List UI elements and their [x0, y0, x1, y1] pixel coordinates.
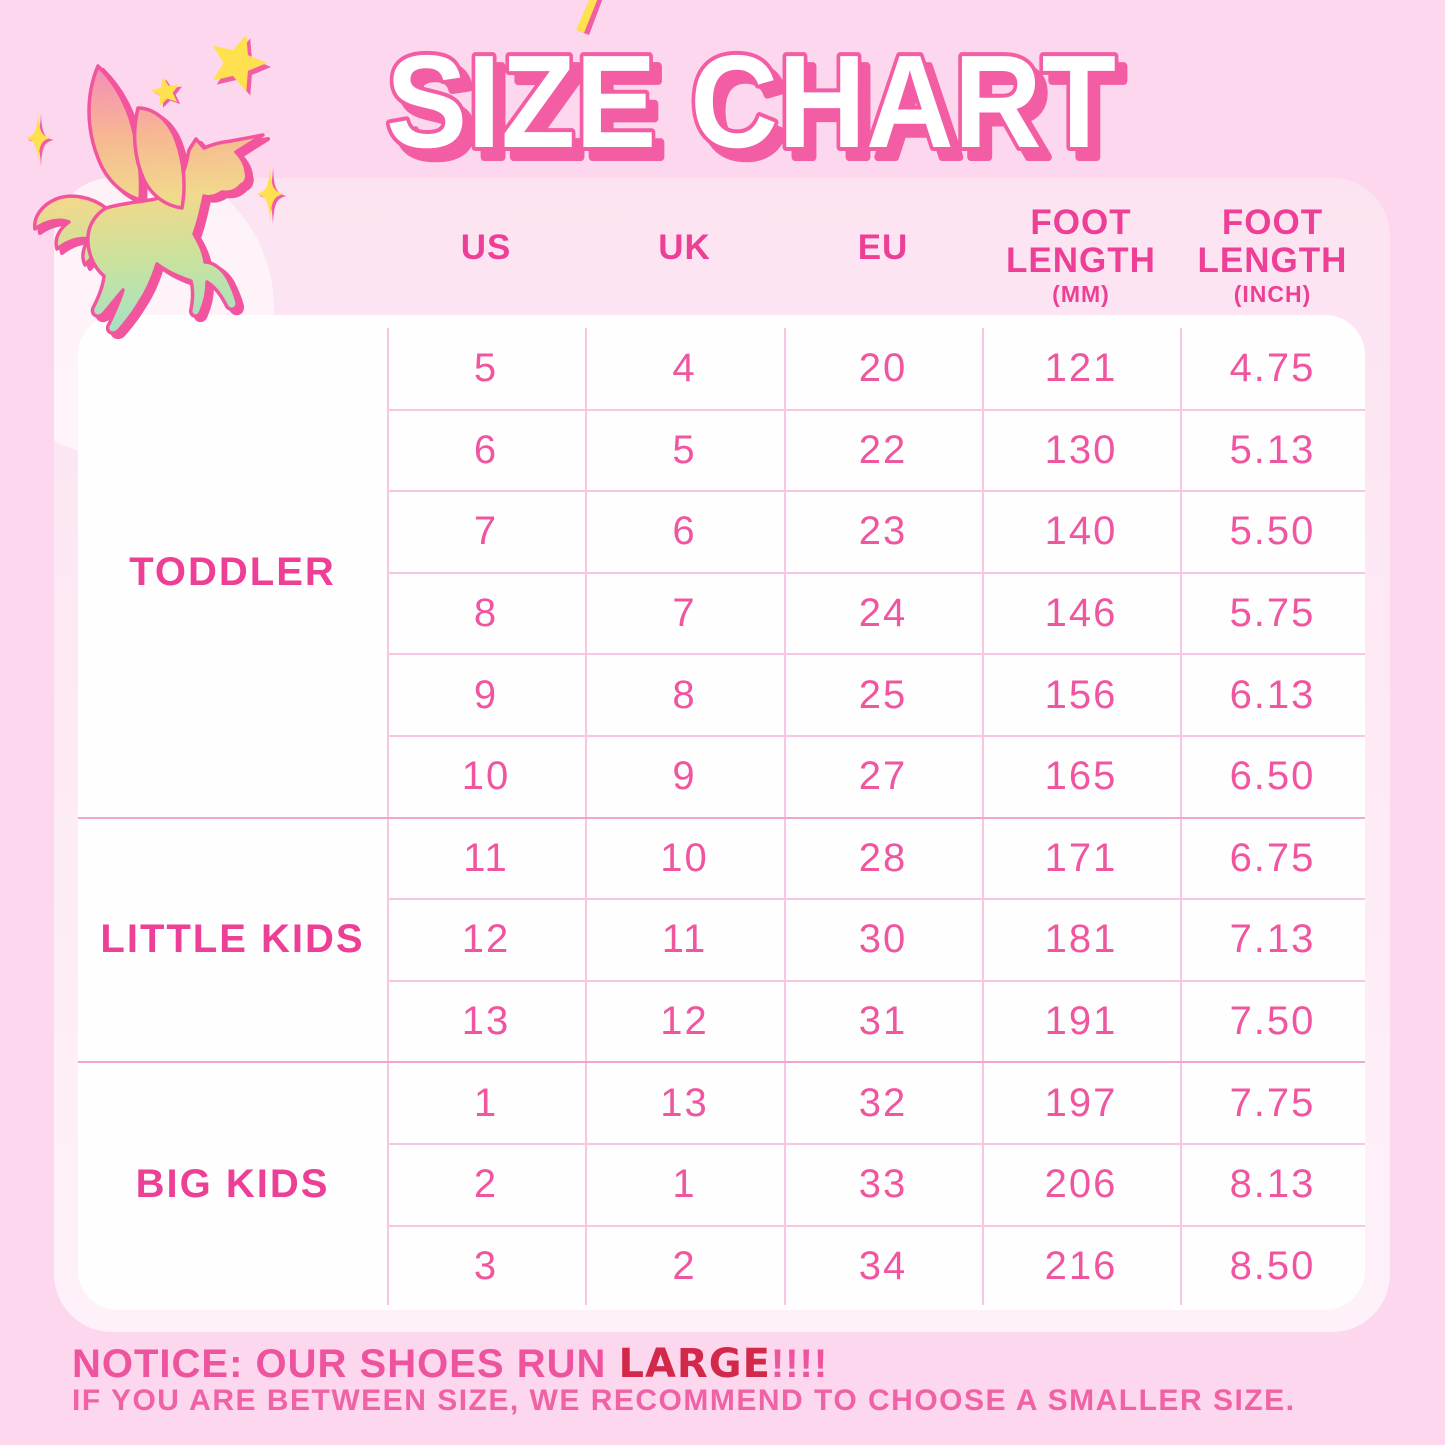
size-cell: 140	[1044, 509, 1118, 554]
size-cell: 24	[858, 591, 908, 636]
size-cell: 5	[672, 427, 697, 472]
column-header-unit: (INCH)	[1233, 280, 1312, 307]
size-cell: 7.50	[1229, 999, 1316, 1044]
size-cell: 216	[1044, 1243, 1118, 1288]
size-cell: 5	[473, 346, 499, 391]
size-cell: 191	[1044, 999, 1118, 1044]
column-header-word: FOOT	[1221, 203, 1324, 243]
size-cell: 6.50	[1229, 754, 1316, 799]
table-row-divider	[387, 490, 1365, 493]
column-header-word: US	[460, 227, 512, 267]
size-cell: 13	[660, 1080, 709, 1125]
notice-line-1: NOTICE: OUR SHOES RUN LARGE!!!!	[72, 1341, 828, 1387]
row-group-label: BIG KIDS	[135, 1162, 330, 1207]
size-cell: 11	[661, 917, 708, 962]
size-cell: 5.75	[1229, 591, 1316, 636]
column-header-us: US	[387, 186, 585, 312]
size-cell: 32	[858, 1080, 908, 1125]
table-row-divider	[387, 653, 1365, 656]
size-cell: 7.75	[1229, 1080, 1316, 1125]
size-cell: 8	[473, 591, 499, 636]
table-row-divider	[387, 571, 1365, 574]
size-cell: 121	[1044, 346, 1118, 391]
table-row-divider	[387, 1224, 1365, 1227]
size-cell: 5.13	[1229, 427, 1316, 472]
column-header-word: LENGTH	[1006, 240, 1156, 280]
group-divider	[78, 816, 1365, 819]
size-cell: 25	[858, 672, 908, 717]
row-group-label: LITTLE KIDS	[100, 917, 365, 962]
size-cell: 197	[1044, 1080, 1118, 1125]
size-cell: 171	[1044, 835, 1118, 880]
size-cell: 31	[858, 999, 908, 1044]
size-cell: 4	[672, 346, 697, 391]
size-cell: 20	[858, 346, 908, 391]
column-header-unit: (MM)	[1052, 280, 1110, 307]
size-cell: 4.75	[1229, 346, 1316, 391]
size-cell: 146	[1044, 591, 1118, 636]
size-cell: 2	[672, 1243, 697, 1288]
size-cell: 6.13	[1229, 672, 1316, 717]
table-row-divider	[387, 1143, 1365, 1145]
size-cell: 30	[858, 917, 908, 962]
size-cell: 181	[1044, 917, 1118, 962]
size-cell: 12	[660, 999, 709, 1044]
size-cell: 9	[473, 672, 499, 717]
size-cell: 12	[461, 917, 511, 962]
group-divider	[78, 1061, 1365, 1064]
table-row-divider	[387, 735, 1365, 737]
column-header-inch: FOOT LENGTH (INCH)	[1180, 186, 1365, 312]
size-cell: 5.50	[1229, 509, 1316, 554]
size-cell: 10	[660, 835, 709, 880]
size-cell: 22	[858, 427, 908, 472]
column-header-word: FOOT	[1030, 203, 1132, 243]
column-header-word: UK	[658, 227, 711, 267]
size-cell: 7	[473, 509, 499, 554]
notice-suffix: !!!!	[770, 1342, 829, 1386]
size-cell: 3	[473, 1243, 499, 1288]
table-row-divider	[387, 979, 1365, 982]
column-header-word: EU	[857, 227, 909, 267]
size-cell: 28	[858, 835, 908, 880]
notice-line-2: IF YOU ARE BETWEEN SIZE, WE RECOMMEND TO…	[72, 1384, 1296, 1417]
column-header-word: LENGTH	[1197, 240, 1348, 280]
size-cell: 8.13	[1229, 1162, 1316, 1207]
size-cell: 1	[473, 1080, 499, 1125]
column-header-uk: UK	[585, 186, 784, 312]
size-cell: 165	[1044, 754, 1118, 799]
size-cell: 8.50	[1229, 1243, 1316, 1288]
size-cell: 6	[473, 427, 499, 472]
size-cell: 10	[461, 754, 511, 799]
column-header-mm: FOOT LENGTH (MM)	[982, 186, 1180, 312]
size-cell: 2	[473, 1162, 499, 1207]
size-cell: 13	[461, 999, 511, 1044]
row-group-label: TODDLER	[129, 550, 336, 595]
size-cell: 7	[672, 591, 697, 636]
size-cell: 11	[463, 835, 509, 880]
size-cell: 6	[672, 509, 697, 554]
size-cell: 23	[858, 509, 908, 554]
size-cell: 34	[858, 1243, 908, 1288]
column-header-eu: EU	[784, 186, 982, 312]
size-cell: 27	[858, 754, 908, 799]
size-cell: 1	[672, 1162, 697, 1207]
notice-highlight: LARGE	[618, 1341, 771, 1387]
size-cell: 130	[1044, 427, 1118, 472]
size-cell: 206	[1044, 1162, 1118, 1207]
size-cell: 7.13	[1229, 917, 1316, 962]
size-cell: 9	[672, 754, 697, 799]
notice-prefix: NOTICE: OUR SHOES RUN	[72, 1342, 619, 1386]
size-cell: 33	[858, 1162, 908, 1207]
table-row-divider	[387, 898, 1365, 901]
size-cell: 156	[1044, 672, 1118, 717]
size-cell: 6.75	[1229, 835, 1316, 880]
size-cell: 8	[672, 672, 697, 717]
table-row-divider	[387, 408, 1365, 411]
